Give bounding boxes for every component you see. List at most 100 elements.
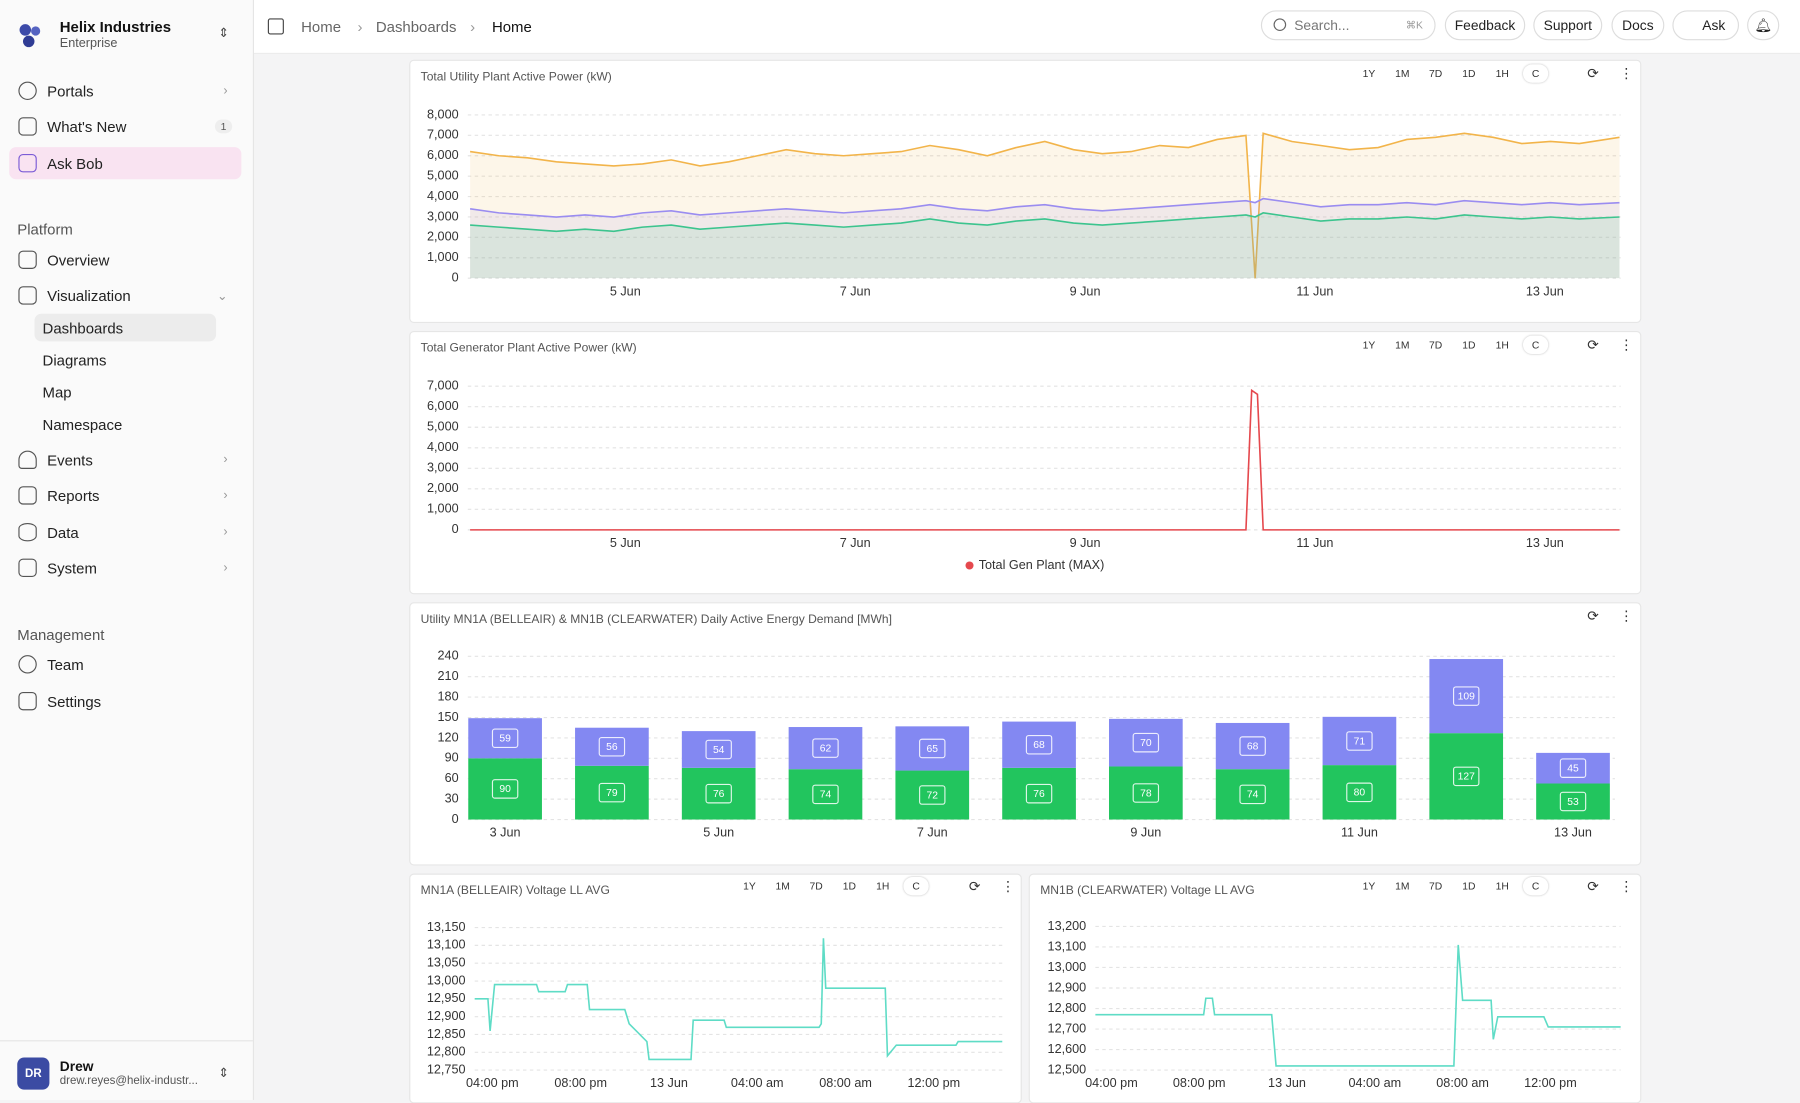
nav-subitem[interactable]: Map <box>42 383 72 401</box>
range-button[interactable]: 1M <box>775 880 790 892</box>
range-button[interactable]: 1D <box>1462 67 1476 80</box>
y-tick-label: 3,000 <box>427 461 459 475</box>
range-button[interactable]: 7D <box>1428 67 1443 80</box>
y-tick-label: 13,050 <box>427 956 466 970</box>
range-button[interactable]: 1D <box>1462 880 1476 892</box>
section-title: Management <box>17 626 105 644</box>
range-button[interactable]: 7D <box>1428 339 1443 351</box>
menu-button[interactable]: ⋮ <box>1001 878 1015 895</box>
x-tick-label: 11 Jun <box>1296 284 1333 298</box>
line <box>470 212 1620 233</box>
search[interactable]: Search... ⌘K <box>1260 10 1436 41</box>
x-tick-label: 5 Jun <box>610 284 641 298</box>
user-switch[interactable]: ⇕ <box>218 1066 229 1081</box>
range-button[interactable]: 1H <box>1495 880 1509 892</box>
x-tick-label: 5 Jun <box>610 536 641 550</box>
value-label: 68 <box>1247 741 1259 752</box>
bar <box>575 727 649 766</box>
y-tick-label: 13,000 <box>427 973 466 987</box>
menu-button[interactable]: ⋮ <box>1619 878 1634 895</box>
range-button[interactable]: 7D <box>1428 880 1443 892</box>
nav-item[interactable]: Visualization ⌄ <box>9 279 241 311</box>
breadcrumb: Home <box>491 18 532 36</box>
nav-subitem[interactable]: Namespace <box>42 415 123 433</box>
nav-item[interactable]: Settings <box>9 685 241 717</box>
value-label-box <box>1132 783 1160 803</box>
nav-item[interactable]: Data › <box>9 516 241 548</box>
nav-item[interactable]: Overview <box>9 244 241 276</box>
value-label: 56 <box>606 742 618 753</box>
refresh-button[interactable]: ⟳ <box>1587 336 1599 353</box>
y-tick-label: 12,600 <box>1048 1042 1087 1056</box>
breadcrumb-sep: › <box>470 18 476 36</box>
org-switch[interactable]: ⇕ <box>218 26 229 41</box>
x-tick-label: 7 Jun <box>917 826 948 840</box>
nav-item[interactable]: Team <box>9 648 241 680</box>
range-button[interactable]: 1H <box>876 880 890 892</box>
search-placeholder: Search... <box>1294 17 1350 34</box>
range-button[interactable]: C <box>1522 876 1549 896</box>
range-button[interactable]: 1M <box>1395 67 1410 80</box>
menu-button[interactable]: ⋮ <box>1619 608 1634 625</box>
y-tick-label: 0 <box>452 812 459 826</box>
nav-item[interactable]: What's New 1 <box>9 110 241 142</box>
nav-label: Visualization <box>47 286 131 305</box>
range-button[interactable]: C <box>1522 335 1549 355</box>
range-button[interactable]: 1Y <box>1362 339 1376 351</box>
y-tick-label: 2,000 <box>427 230 459 244</box>
refresh-button[interactable]: ⟳ <box>1587 878 1599 895</box>
value-label: 45 <box>1567 763 1579 774</box>
value-label: 72 <box>927 790 939 801</box>
y-tick-label: 12,500 <box>1048 1062 1087 1076</box>
range-button[interactable]: 1M <box>1395 339 1410 351</box>
range-button[interactable]: 1D <box>1462 339 1476 351</box>
range-button[interactable]: 1D <box>842 880 857 892</box>
nav-subitem[interactable]: Dashboards <box>34 313 217 342</box>
value-label: 76 <box>713 789 725 800</box>
sidebar-toggle[interactable] <box>267 18 284 35</box>
section-title: Platform <box>17 220 73 238</box>
bar <box>895 726 970 771</box>
breadcrumb[interactable]: Home <box>301 18 342 36</box>
y-tick-label: 1,000 <box>427 250 459 264</box>
button[interactable]: Ask <box>1672 10 1740 41</box>
range-button[interactable]: C <box>1522 64 1549 83</box>
range-button[interactable]: 1Y <box>1362 880 1376 892</box>
button[interactable]: Support <box>1533 10 1603 41</box>
avatar[interactable]: DR <box>17 1057 50 1090</box>
refresh-button[interactable]: ⟳ <box>1587 65 1599 82</box>
panel-title: Utility MN1A (BELLEAIR) & MN1B (CLEARWAT… <box>420 612 892 627</box>
logo <box>19 24 41 48</box>
nav-item[interactable]: Events › <box>9 444 241 476</box>
bar <box>1109 766 1183 820</box>
value-label-box <box>1559 758 1587 778</box>
button[interactable]: Docs <box>1611 10 1665 41</box>
range-button[interactable]: 1Y <box>743 880 756 892</box>
x-tick-label: 08:00 am <box>1436 1076 1489 1090</box>
notifications[interactable]: 🔔︎ <box>1747 10 1780 41</box>
refresh-button[interactable]: ⟳ <box>968 878 981 895</box>
value-label-box <box>812 784 839 805</box>
button[interactable]: Feedback <box>1444 10 1526 41</box>
nav-item[interactable]: Portals › <box>9 75 241 107</box>
nav-item[interactable]: Reports › <box>9 479 241 511</box>
refresh-button[interactable]: ⟳ <box>1587 608 1599 625</box>
value-label: 109 <box>1458 691 1475 702</box>
range-button[interactable]: 7D <box>809 880 823 892</box>
range-button[interactable]: 1H <box>1495 339 1509 351</box>
nav-item[interactable]: Ask Bob <box>9 147 242 180</box>
range-button[interactable]: C <box>903 876 929 896</box>
menu-button[interactable]: ⋮ <box>1619 65 1634 82</box>
nav-item[interactable]: System › <box>9 552 241 584</box>
value-label-box <box>1025 783 1053 804</box>
breadcrumb[interactable]: Dashboards <box>375 18 457 36</box>
nav-label: What's New <box>47 117 127 136</box>
value-label: 53 <box>1567 797 1579 808</box>
menu-button[interactable]: ⋮ <box>1619 336 1634 353</box>
x-tick-label: 13 Jun <box>1526 284 1564 298</box>
range-button[interactable]: 1M <box>1395 880 1410 892</box>
divider <box>0 1040 253 1042</box>
range-button[interactable]: 1Y <box>1362 67 1376 80</box>
range-button[interactable]: 1H <box>1495 67 1509 80</box>
nav-subitem[interactable]: Diagrams <box>42 351 107 369</box>
